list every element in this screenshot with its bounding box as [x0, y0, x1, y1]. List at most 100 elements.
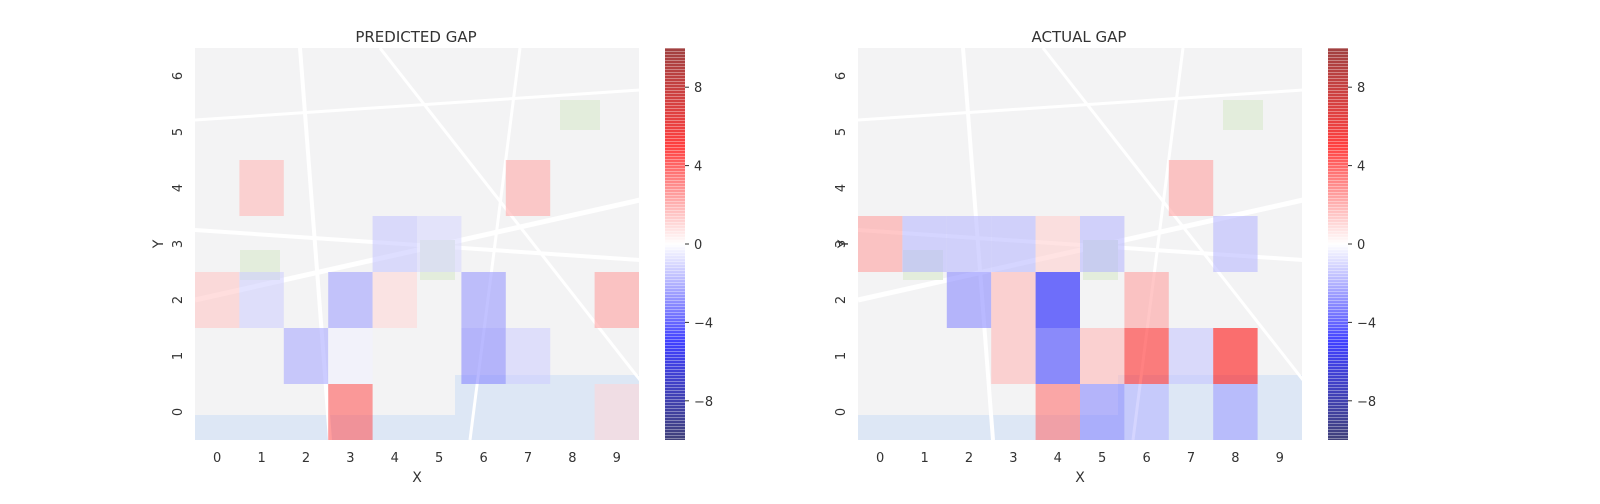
heatmap-cell [1124, 272, 1169, 328]
x-tick-label: 6 [1142, 451, 1150, 466]
x-tick-label: 0 [876, 451, 884, 466]
heatmap-cell [1035, 328, 1080, 384]
heatmap-cell [946, 272, 992, 328]
y-tick-label: 2 [171, 296, 186, 304]
map-background [194, 47, 642, 441]
y-tick-label: 5 [834, 128, 849, 136]
heatmap-cell [328, 328, 373, 384]
heatmap-cell [1124, 384, 1169, 440]
x-tick-label: 9 [1276, 451, 1284, 466]
colorbar-tick-labels: 8 4 0 −4 −8 [1348, 81, 1376, 410]
y-tick-label: 0 [171, 408, 186, 416]
y-tick-label: 4 [834, 184, 849, 192]
heatmap-cell [1035, 216, 1080, 272]
colorbar-tick-label: 4 [1357, 160, 1365, 175]
colorbar-tick-label: 8 [1357, 81, 1365, 96]
heatmap-cells [858, 160, 1258, 440]
heatmap-cell [991, 328, 1036, 384]
colorbar-tick-label: 4 [694, 160, 702, 175]
heatmap-cell [461, 328, 506, 384]
x-axis-label: X [1075, 470, 1085, 486]
x-tick-label: 7 [524, 451, 532, 466]
heatmap-cell [461, 272, 506, 328]
x-tick-label: 8 [1231, 451, 1239, 466]
colorbar-tick-label: 0 [1357, 238, 1365, 253]
x-tick-labels: 0 1 2 3 4 5 6 7 8 9 [876, 451, 1284, 466]
heatmap-cell [991, 216, 1036, 272]
y-tick-label: 3 [834, 240, 849, 248]
heatmap-cell [902, 216, 947, 272]
y-tick-label: 3 [171, 240, 186, 248]
x-tick-label: 9 [613, 451, 621, 466]
heatmap-cell [1213, 328, 1258, 384]
heatmap-panel-actual: ACTUAL GAP 0 1 2 3 4 5 6 7 8 9 0 1 2 3 4 5 6 X Y 8 4 0 −4 −… [834, 28, 1376, 486]
colorbar-tick-label: 0 [694, 238, 702, 253]
y-tick-labels: 0 1 2 3 4 5 6 [834, 72, 849, 416]
y-axis-label: Y [836, 239, 852, 249]
x-axis-label: X [412, 470, 422, 486]
y-tick-label: 6 [834, 72, 849, 80]
colorbar-tick-label: 8 [694, 81, 702, 96]
chart-title: ACTUAL GAP [1032, 28, 1127, 46]
heatmap-cell [505, 328, 551, 384]
heatmap-cell [328, 384, 373, 440]
heatmap-cell [372, 216, 417, 272]
y-tick-label: 5 [171, 128, 186, 136]
y-tick-label: 0 [834, 408, 849, 416]
y-axis-label: Y [151, 239, 167, 249]
heatmap-cell [594, 384, 639, 440]
x-tick-label: 7 [1187, 451, 1195, 466]
heatmap-cell [946, 216, 992, 272]
x-tick-label: 4 [391, 451, 399, 466]
heatmap-cell [1080, 216, 1125, 272]
colorbar: 8 4 0 −4 −8 [1328, 48, 1376, 440]
heatmap-cell [991, 272, 1036, 328]
heatmap-cell [328, 272, 373, 328]
y-tick-label: 2 [834, 296, 849, 304]
y-tick-label: 6 [171, 72, 186, 80]
heatmap-cell [417, 216, 462, 272]
colorbar-tick-labels: 8 4 0 −4 −8 [685, 81, 713, 410]
heatmap-cell [372, 272, 417, 328]
heatmap-cell [239, 272, 284, 328]
heatmap-cell [1168, 160, 1214, 216]
heatmap-cell [1213, 384, 1258, 440]
y-tick-label: 4 [171, 184, 186, 192]
x-tick-label: 2 [302, 451, 310, 466]
x-tick-label: 4 [1054, 451, 1062, 466]
heatmap-cell [505, 160, 551, 216]
heatmap-cell [283, 328, 329, 384]
heatmap-cell [594, 272, 639, 328]
heatmap-cell [858, 216, 903, 272]
y-tick-labels: 0 1 2 3 4 5 6 [171, 72, 186, 416]
x-tick-label: 0 [213, 451, 221, 466]
y-tick-label: 1 [834, 352, 849, 360]
x-tick-label: 3 [1009, 451, 1017, 466]
y-tick-label: 1 [171, 352, 186, 360]
heatmap-cell [1035, 272, 1080, 328]
heatmap-cell [239, 160, 284, 216]
x-tick-label: 1 [920, 451, 928, 466]
heatmap-cell [1213, 216, 1258, 272]
x-tick-label: 6 [479, 451, 487, 466]
colorbar: 8 4 0 −4 −8 [665, 48, 713, 440]
x-tick-label: 3 [346, 451, 354, 466]
colorbar-tick-label: −4 [694, 316, 713, 331]
x-tick-labels: 0 1 2 3 4 5 6 7 8 9 [213, 451, 621, 466]
heatmap-cell [1124, 328, 1169, 384]
colorbar-tick-label: −4 [1357, 316, 1376, 331]
heatmap-cell [1080, 384, 1125, 440]
x-tick-label: 5 [1098, 451, 1106, 466]
heatmap-cell [1035, 384, 1080, 440]
colorbar-tick-label: −8 [1357, 395, 1376, 410]
chart-title: PREDICTED GAP [355, 28, 476, 46]
heatmap-cell [1080, 328, 1125, 384]
heatmap-cells [195, 160, 639, 440]
x-tick-label: 8 [568, 451, 576, 466]
x-tick-label: 1 [257, 451, 265, 466]
colorbar-tick-label: −8 [694, 395, 713, 410]
x-tick-label: 5 [435, 451, 443, 466]
heatmap-cell [195, 272, 240, 328]
